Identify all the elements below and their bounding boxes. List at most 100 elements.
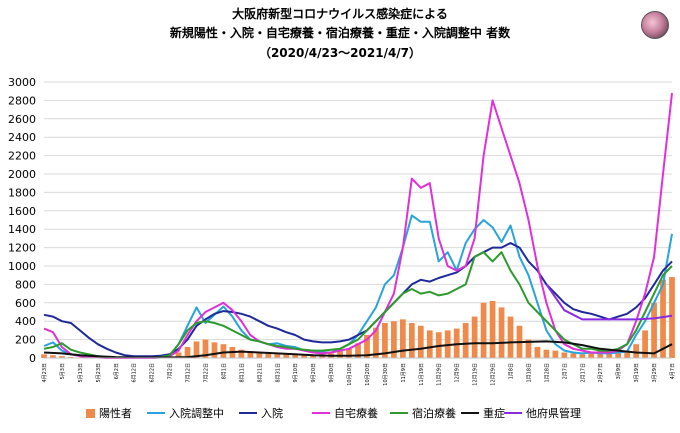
y-tick-label: 2400 — [8, 131, 36, 144]
x-tick-label: 1月8日 — [509, 363, 515, 379]
bar-positive — [525, 339, 532, 358]
x-tick-label: 10月20日 — [365, 363, 371, 386]
y-tick-label: 200 — [15, 334, 36, 347]
bar-positive — [220, 344, 227, 358]
bar-positive — [337, 350, 343, 358]
y-tick-label: 2800 — [8, 94, 36, 107]
chart-title-line-1: 大阪府新型コロナウイルス感染症による — [232, 7, 448, 21]
bar-positive — [274, 354, 281, 358]
logo-image — [641, 11, 669, 39]
bar-positive — [579, 354, 586, 358]
x-tick-label: 5月13日 — [78, 363, 84, 383]
bar-positive — [651, 302, 657, 358]
bar-positive — [382, 323, 388, 358]
bar-positive — [426, 330, 433, 358]
x-tick-label: 5月3日 — [60, 363, 66, 379]
chart-title-line-2: 新規陽性・入院・自宅療養・宿泊療養・重症・入院調整中 者数 — [169, 26, 511, 40]
bar-positive — [507, 316, 514, 358]
legend-label: 陽性者 — [99, 406, 132, 420]
x-tick-label: 8月21日 — [257, 363, 263, 383]
x-tick-label: 2月27日 — [598, 363, 604, 383]
x-tick-label: 9月20日 — [311, 363, 317, 383]
bar-positive — [265, 353, 272, 358]
x-tick-label: 11月19日 — [419, 363, 425, 386]
bar-positive — [202, 339, 209, 358]
series-line-1 — [43, 242, 673, 358]
x-tick-label: 6月2日 — [114, 363, 120, 379]
bar-positive — [247, 351, 254, 358]
x-tick-label: 12月9日 — [455, 363, 461, 383]
x-tick-label: 7月12日 — [186, 363, 192, 383]
legend-label: 入院 — [261, 406, 283, 420]
y-tick-label: 400 — [15, 315, 36, 328]
bar-positive — [184, 346, 191, 358]
x-tick-label: 3月19日 — [634, 363, 640, 383]
legend-label: 宿泊療養 — [412, 406, 456, 420]
bar-positive — [283, 353, 290, 358]
x-tick-label: 12月29日 — [491, 363, 497, 386]
bar-positive — [480, 302, 487, 358]
series-line-5 — [545, 283, 673, 321]
bar-positive — [59, 356, 65, 358]
bar-positive — [50, 355, 56, 358]
bar-positive — [408, 323, 415, 358]
y-tick-label: 3000 — [8, 76, 36, 89]
x-tick-label: 4月23日 — [42, 363, 48, 383]
y-tick-label: 2200 — [8, 150, 36, 163]
y-tick-label: 600 — [15, 297, 36, 310]
bar-positive — [175, 352, 182, 358]
y-tick-label: 2600 — [8, 113, 36, 126]
bar-positive — [41, 354, 47, 358]
x-tick-label: 2月17日 — [580, 363, 586, 383]
bar-positive — [534, 346, 541, 358]
bar-positive — [624, 350, 631, 358]
bar-positive — [193, 341, 200, 358]
y-tick-label: 1600 — [8, 205, 36, 218]
bar-positive — [588, 352, 595, 358]
y-tick-label: 1400 — [8, 223, 36, 236]
bar-positive — [552, 350, 559, 358]
bar-positive — [561, 352, 568, 358]
x-tick-label: 11月9日 — [401, 363, 407, 383]
bar-positive — [498, 307, 505, 358]
series-line-2 — [43, 92, 673, 359]
bar-positive — [570, 353, 577, 358]
legend-label: 他府県管理 — [526, 406, 581, 420]
y-tick-label: 800 — [15, 278, 36, 291]
x-tick-label: 9月30日 — [329, 363, 335, 383]
x-tick-label: 10月10日 — [347, 363, 353, 386]
bar-positive — [489, 300, 496, 358]
bar-positive — [373, 327, 379, 358]
y-tick-label: 1800 — [8, 186, 36, 199]
bar-positive — [633, 344, 639, 358]
bar-positive — [238, 349, 245, 358]
y-tick-label: 1000 — [8, 260, 36, 273]
x-tick-label: 1月28日 — [544, 363, 550, 383]
bar-positive — [399, 319, 406, 358]
x-tick-label: 7月22日 — [203, 363, 209, 383]
x-tick-label: 1月18日 — [526, 363, 532, 383]
bar-positive — [642, 330, 648, 358]
bar-positive — [615, 352, 622, 358]
x-tick-label: 12月19日 — [473, 363, 479, 386]
x-tick-label: 4月7日 — [670, 363, 676, 379]
x-tick-label: 8月11日 — [239, 363, 245, 383]
bar-positive — [543, 349, 550, 358]
series-line-3 — [43, 251, 673, 359]
x-tick-label: 11月29日 — [437, 363, 443, 386]
x-tick-label: 3月9日 — [616, 363, 622, 379]
bar-positive — [310, 355, 317, 358]
series-line-0 — [43, 214, 673, 359]
bar-positive — [669, 277, 675, 358]
x-tick-label: 9月10日 — [293, 363, 299, 383]
bar-positive — [346, 348, 352, 358]
bar-positive — [660, 279, 666, 358]
x-tick-label: 2月7日 — [562, 363, 568, 379]
bar-positive — [256, 352, 263, 358]
x-tick-label: 8月31日 — [275, 363, 281, 383]
legend-label: 入院調整中 — [169, 406, 224, 420]
bar-positive — [364, 335, 370, 358]
chart-title-line-3: （2020/4/23～2021/4/7） — [258, 46, 422, 60]
x-tick-label: 6月22日 — [150, 363, 156, 383]
